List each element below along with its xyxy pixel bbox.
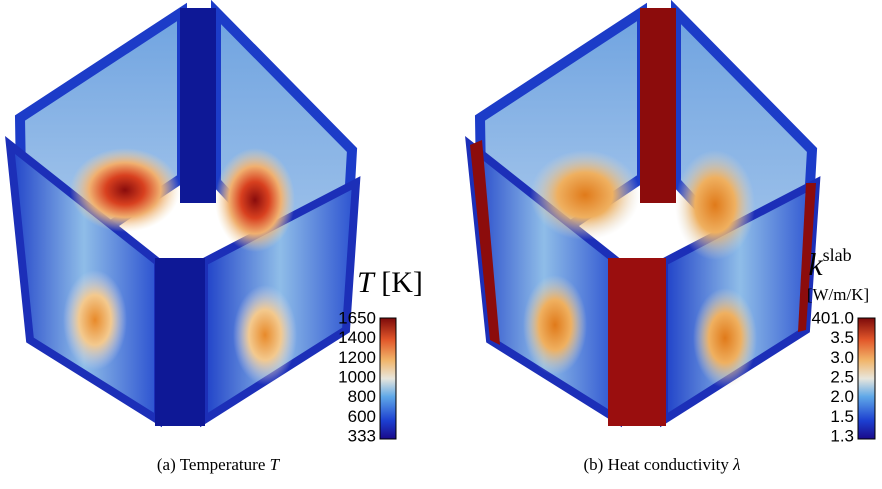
colorbar-tick-label: 2.0 — [830, 387, 854, 406]
colorbar-tick-label: 1200 — [338, 348, 376, 367]
render-conductivity — [470, 8, 816, 426]
colorbar-tick-label: 800 — [348, 387, 376, 406]
caption: (b) Heat conductivity λ — [583, 455, 740, 474]
colorbar-unit: [W/m/K] — [807, 285, 869, 304]
colorbar-tick-label: 1650 — [338, 308, 376, 327]
colorbar-tick-label: 1.3 — [830, 426, 854, 445]
colorbar-tick-label: 2.5 — [830, 367, 854, 386]
render-temperature — [10, 8, 356, 426]
colorbar-tick-label: 3.0 — [830, 348, 854, 367]
colorbar-tick-label: 1000 — [338, 367, 376, 386]
colorbar-title: T [K] — [357, 266, 423, 299]
colorbar-tick-label: 600 — [348, 407, 376, 426]
colorbar-tick-label: 401.0 — [811, 308, 854, 327]
colorbar — [379, 317, 397, 440]
colorbar-tick-label: 1.5 — [830, 407, 854, 426]
colorbar-tick-label: 3.5 — [830, 328, 854, 347]
colorbar-tick-label: 333 — [348, 426, 376, 445]
caption: (a) Temperature T — [157, 455, 281, 474]
colorbar — [857, 317, 876, 440]
colorbar-tick-label: 1400 — [338, 328, 376, 347]
colorbar-title: kslab — [808, 245, 851, 282]
